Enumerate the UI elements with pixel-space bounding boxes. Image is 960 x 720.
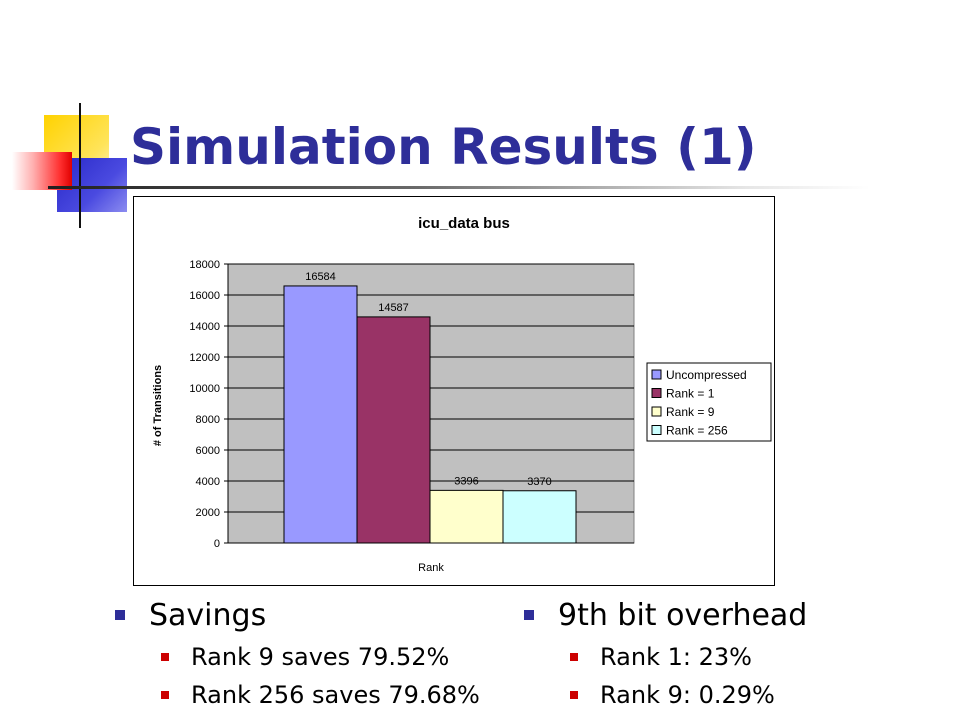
sub-bullet: Rank 1: 23% — [524, 638, 807, 676]
bullet-heading-savings: Savings — [149, 597, 267, 633]
sub-bullet-text: Rank 1: 23% — [600, 643, 752, 671]
sub-bullet: Rank 9 saves 79.52% — [115, 638, 480, 676]
data-label-0: 16584 — [305, 271, 336, 283]
legend-label-2: Rank = 9 — [666, 405, 715, 419]
chart-title: icu_data bus — [418, 215, 510, 232]
legend-box — [646, 362, 772, 442]
chart-container: icu_data bus 0 2000 4000 6000 8000 10000 12000 1… — [133, 196, 775, 586]
sub-bullet-square-icon — [570, 691, 578, 699]
sub-bullet: Rank 256 saves 79.68% — [115, 676, 480, 714]
sub-bullet-square-icon — [161, 653, 169, 661]
legend-swatch-0 — [651, 369, 662, 380]
decor-red-square — [12, 152, 72, 190]
bullet-heading-overhead: 9th bit overhead — [558, 597, 808, 633]
bar-1 — [356, 316, 431, 544]
legend-label-0: Uncompressed — [666, 368, 747, 382]
y-tick-label: 16000 — [189, 290, 220, 302]
x-axis-label: Rank — [418, 562, 444, 574]
sub-bullet-text: Rank 256 saves 79.68% — [191, 681, 480, 709]
y-tick-label: 14000 — [189, 321, 220, 333]
savings-bullets: Savings Rank 9 saves 79.52% Rank 256 sav… — [115, 592, 480, 714]
slide-title: Simulation Results (1) — [130, 118, 757, 176]
sub-bullet: Rank 9: 0.29% — [524, 676, 807, 714]
decor-vertical-line — [79, 103, 81, 228]
bullet-overhead: 9th bit overhead — [524, 592, 807, 638]
sub-bullet-square-icon — [161, 691, 169, 699]
y-tick-label: 10000 — [189, 383, 220, 395]
y-tick-label: 18000 — [189, 259, 220, 271]
data-label-2: 3396 — [454, 475, 478, 487]
y-tick-label: 8000 — [196, 414, 220, 426]
y-tick-label: 12000 — [189, 352, 220, 364]
legend-label-1: Rank = 1 — [666, 387, 715, 401]
bullet-savings: Savings — [115, 592, 480, 638]
sub-bullet-text: Rank 9: 0.29% — [600, 681, 775, 709]
data-label-3: 3370 — [527, 476, 551, 488]
sub-bullet-text: Rank 9 saves 79.52% — [191, 643, 450, 671]
bar-0 — [283, 285, 358, 544]
legend-label-3: Rank = 256 — [666, 424, 728, 438]
overhead-bullets: 9th bit overhead Rank 1: 23% Rank 9: 0.2… — [524, 592, 807, 714]
y-axis-label: # of Transitions — [152, 365, 164, 446]
bullet-square-icon — [115, 610, 125, 620]
title-underline — [48, 186, 870, 189]
sub-bullet-square-icon — [570, 653, 578, 661]
bar-2 — [429, 489, 504, 544]
y-tick-label: 6000 — [196, 445, 220, 457]
legend-swatch-2 — [651, 406, 662, 417]
data-label-1: 14587 — [378, 302, 409, 314]
bullet-square-icon — [524, 610, 534, 620]
bar-3 — [502, 490, 577, 544]
y-tick-label: 4000 — [196, 476, 220, 488]
legend-swatch-3 — [651, 425, 662, 435]
legend-swatch-1 — [651, 388, 662, 398]
y-tick-label: 2000 — [196, 507, 220, 519]
bar-chart: icu_data bus 0 2000 4000 6000 8000 10000 12000 1… — [152, 215, 772, 574]
y-tick-label: 0 — [214, 538, 220, 550]
